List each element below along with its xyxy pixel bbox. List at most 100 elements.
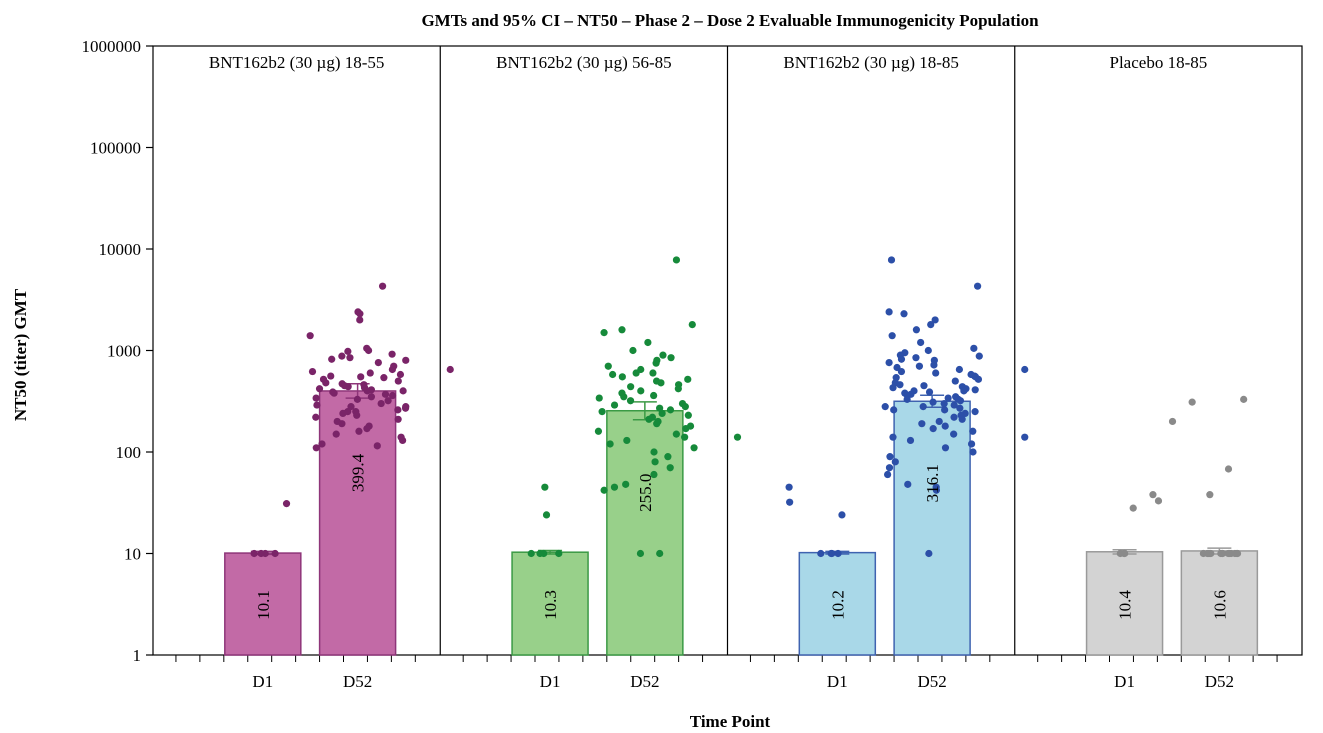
data-point xyxy=(886,453,894,461)
data-point xyxy=(332,430,340,438)
data-point xyxy=(629,346,637,355)
y-axis-title: NT50 (titer) GMT xyxy=(11,288,30,421)
data-point xyxy=(915,362,924,370)
data-point xyxy=(838,511,846,519)
data-point xyxy=(600,329,608,337)
data-point xyxy=(394,377,402,385)
y-tick-label: 10000 xyxy=(99,240,142,259)
bar-d52 xyxy=(893,400,971,656)
data-point xyxy=(885,464,894,472)
bar-value-label: 10.4 xyxy=(1116,590,1135,620)
outlier-point xyxy=(733,433,742,441)
data-point xyxy=(931,316,939,324)
data-point xyxy=(950,401,958,409)
data-point xyxy=(941,406,949,414)
data-point xyxy=(388,350,396,358)
y-tick-label: 1000000 xyxy=(82,37,142,56)
data-point xyxy=(623,436,631,445)
data-point xyxy=(344,408,352,416)
x-tick-label: D52 xyxy=(343,672,372,691)
data-point xyxy=(917,338,925,347)
data-point xyxy=(394,415,402,423)
data-point xyxy=(632,369,640,377)
data-point xyxy=(971,373,980,381)
data-point xyxy=(672,256,681,264)
data-point xyxy=(356,316,364,324)
data-point xyxy=(600,486,608,494)
data-point xyxy=(366,369,374,377)
data-point xyxy=(594,427,603,435)
data-point xyxy=(618,326,626,334)
data-point xyxy=(664,453,672,461)
data-point xyxy=(1203,549,1211,558)
data-point xyxy=(681,433,689,441)
data-point xyxy=(650,448,658,456)
bar-d1 xyxy=(224,552,302,656)
bar-value-label: 10.6 xyxy=(1210,590,1229,620)
data-point xyxy=(906,436,915,445)
bar-d1 xyxy=(511,551,589,656)
data-point xyxy=(896,381,904,389)
data-point xyxy=(935,417,943,426)
data-point xyxy=(620,393,628,401)
data-point xyxy=(1206,491,1214,499)
x-tick-label: D52 xyxy=(1205,672,1234,691)
data-point xyxy=(377,399,385,408)
data-point xyxy=(378,282,387,290)
data-point xyxy=(975,352,983,360)
data-point xyxy=(1129,504,1137,512)
data-point xyxy=(889,384,897,392)
data-point xyxy=(257,549,265,558)
data-point xyxy=(355,427,363,435)
data-point xyxy=(644,338,652,347)
data-point xyxy=(688,320,696,329)
data-point xyxy=(399,436,407,445)
data-point xyxy=(970,344,978,352)
data-point xyxy=(1149,491,1157,499)
data-point xyxy=(346,354,354,362)
data-point xyxy=(785,483,793,491)
data-point xyxy=(912,354,920,362)
data-point xyxy=(925,549,933,558)
data-point xyxy=(367,393,376,401)
data-point xyxy=(891,458,899,466)
data-point xyxy=(666,464,674,472)
data-point xyxy=(330,389,338,397)
data-point xyxy=(918,420,926,428)
data-point xyxy=(658,409,666,418)
data-point xyxy=(542,511,551,519)
data-point xyxy=(969,448,977,456)
data-point xyxy=(904,480,912,488)
data-point xyxy=(885,308,893,316)
data-point xyxy=(900,310,908,318)
data-point xyxy=(381,390,390,398)
data-point xyxy=(312,394,320,402)
data-point xyxy=(690,444,698,452)
data-point xyxy=(960,387,968,395)
plot-area: 1 10 100 1000 10000 100000 1000000 BNT162b2 (30… xyxy=(82,37,1303,691)
data-point xyxy=(956,404,964,412)
data-point xyxy=(541,483,549,491)
data-point xyxy=(967,440,976,448)
data-point xyxy=(363,387,371,395)
bar-d1 xyxy=(1085,551,1164,656)
bar-d1 xyxy=(798,551,877,656)
data-point xyxy=(950,430,958,438)
data-point xyxy=(384,397,392,405)
bar-value-label: 10.3 xyxy=(541,590,560,620)
data-point xyxy=(652,359,660,367)
data-point xyxy=(1154,497,1163,505)
data-point xyxy=(657,379,665,387)
data-point xyxy=(927,320,935,329)
data-point xyxy=(338,420,346,428)
y-tick-label: 1 xyxy=(133,646,142,665)
data-point xyxy=(940,399,948,408)
data-point xyxy=(969,427,977,435)
data-point xyxy=(1224,465,1233,473)
data-point xyxy=(626,397,635,405)
data-point xyxy=(308,367,317,376)
data-point xyxy=(651,458,659,466)
panel-label: BNT162b2 (30 µg) 18-55 xyxy=(209,53,385,72)
data-point xyxy=(951,377,959,385)
data-point xyxy=(653,420,661,428)
